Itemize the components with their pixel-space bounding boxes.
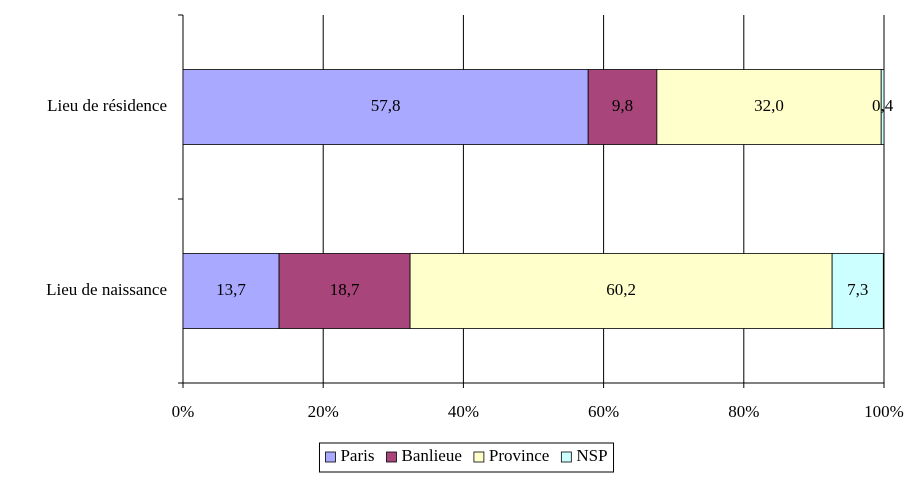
value-label: 9,8 [612,96,633,115]
bar-segment [182,69,589,145]
legend-swatch [325,451,336,463]
bar-segment [880,69,885,145]
legend-label: NSP [576,446,607,465]
x-tick-label: 20% [308,402,339,421]
legend-swatch [473,451,485,463]
legend-swatch [560,451,572,463]
legend-swatch [386,451,397,463]
value-label: 7,3 [847,280,868,299]
legend-label: Paris [340,446,374,465]
value-label: 60,2 [606,280,636,299]
y-tick-label: Lieu de résidence [47,96,167,115]
x-tick-label: 60% [588,402,619,421]
legend: Paris Banlieue Province NSP [318,442,615,473]
legend-label: Province [489,446,549,465]
value-label: 0,4 [872,96,894,115]
bar-segment [182,253,280,329]
legend-label: Banlieue [401,446,461,465]
x-tick-label: 80% [728,402,759,421]
value-label: 18,7 [330,280,360,299]
bar-segment [831,253,884,329]
x-tick-label: 40% [448,402,479,421]
y-tick-label: Lieu de naissance [46,280,167,299]
bar-segment [278,253,411,329]
legend-box [318,442,615,473]
bar-segment [587,69,658,145]
bar-segment [409,253,833,329]
x-tick-label: 0% [172,402,195,421]
value-label: 57,8 [371,96,401,115]
value-label: 13,7 [216,280,246,299]
value-label: 32,0 [754,96,784,115]
bar-segment [656,69,882,145]
x-tick-label: 100% [864,402,904,421]
